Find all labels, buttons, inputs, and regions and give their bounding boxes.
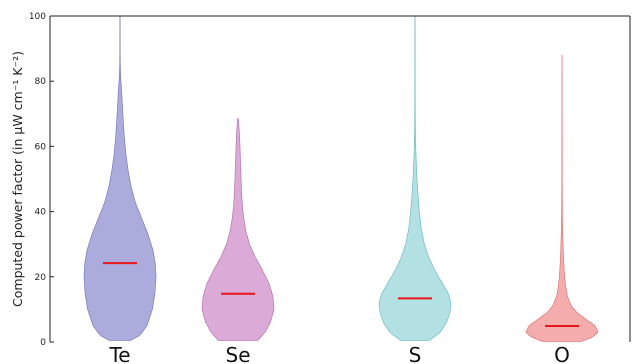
y-tick-label: 0 xyxy=(40,338,46,348)
x-tick-label-S: S xyxy=(409,343,422,364)
x-tick-label-Te: Te xyxy=(108,343,130,364)
y-tick-label: 20 xyxy=(35,273,47,283)
violin-O xyxy=(525,54,599,342)
axes: Te Se S O 0 20 40 60 80 100 xyxy=(29,12,631,364)
y-axis-label: Computed power factor (in μW cm⁻¹ K⁻²) xyxy=(10,51,25,307)
y-tick-label: 60 xyxy=(35,142,47,152)
plot-area xyxy=(83,15,599,342)
y-tick-label: 80 xyxy=(35,77,47,87)
violin-Te xyxy=(83,15,157,341)
violin-Se xyxy=(201,118,275,341)
violin-S xyxy=(378,15,452,341)
x-tick-label-O: O xyxy=(554,343,570,364)
x-tick-label-Se: Se xyxy=(226,343,251,364)
y-tick-label: 40 xyxy=(35,208,47,218)
y-tick-label: 100 xyxy=(29,12,46,22)
